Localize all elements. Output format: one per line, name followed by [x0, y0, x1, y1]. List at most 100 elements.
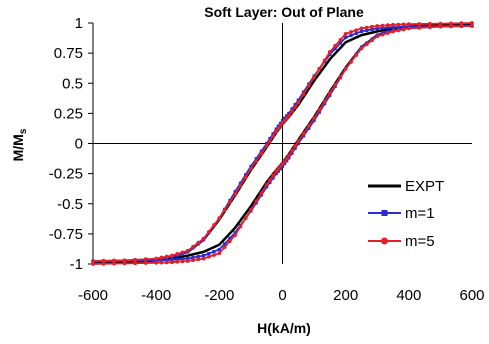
data-point	[406, 22, 411, 27]
data-point	[370, 27, 374, 32]
data-point	[296, 139, 301, 143]
data-point	[249, 207, 253, 212]
data-point	[196, 240, 201, 245]
data-point	[233, 190, 237, 194]
data-point	[244, 173, 248, 177]
x-axis-title: H(kA/m)	[257, 320, 311, 336]
data-point	[278, 121, 282, 126]
data-point	[349, 33, 353, 38]
data-point	[364, 25, 369, 30]
data-point	[243, 175, 248, 180]
x-tick-label: -400	[141, 287, 171, 304]
data-point	[180, 257, 185, 261]
data-point	[307, 126, 311, 130]
data-point	[317, 110, 321, 114]
data-point	[401, 27, 406, 32]
data-point	[375, 24, 380, 28]
data-point	[164, 260, 169, 265]
legend: EXPT m=1 m=5	[334, 172, 474, 268]
data-point	[386, 26, 390, 30]
y-tick-label: 0.75	[54, 45, 83, 62]
data-point	[285, 159, 289, 163]
data-point	[91, 259, 95, 263]
data-point	[267, 178, 272, 182]
data-point	[343, 31, 348, 36]
data-point	[185, 259, 190, 263]
data-point	[143, 257, 148, 262]
data-point	[222, 245, 227, 250]
data-point	[322, 58, 327, 63]
data-point	[191, 258, 195, 263]
data-point	[233, 233, 238, 237]
data-point	[396, 25, 400, 29]
data-point	[228, 236, 232, 240]
data-point	[391, 25, 395, 29]
data-point	[301, 92, 306, 96]
data-point	[328, 52, 332, 56]
data-point	[282, 159, 287, 164]
data-point	[459, 24, 464, 29]
data-point	[317, 107, 322, 112]
data-point	[333, 82, 338, 87]
legend-label-1: EXPT	[405, 178, 444, 195]
data-point	[170, 258, 174, 262]
data-point	[333, 47, 337, 51]
data-point	[417, 22, 422, 26]
y-tick-label: 1	[75, 15, 83, 32]
data-point	[186, 256, 190, 261]
data-point	[280, 162, 285, 166]
data-point	[280, 164, 285, 168]
data-point	[271, 134, 275, 139]
data-point	[170, 253, 174, 258]
data-point	[290, 151, 294, 155]
data-point	[212, 253, 216, 257]
data-point	[276, 126, 281, 131]
data-point	[290, 148, 294, 153]
data-point	[175, 252, 180, 256]
data-point	[265, 141, 269, 146]
data-point	[254, 159, 259, 164]
data-point	[217, 247, 221, 252]
data-point	[301, 90, 306, 94]
data-point	[338, 74, 343, 79]
data-point	[370, 38, 374, 43]
data-point	[212, 249, 216, 254]
data-point	[222, 208, 227, 213]
data-point	[268, 180, 272, 185]
series-3	[91, 21, 474, 266]
data-point	[238, 183, 243, 188]
data-point	[259, 149, 264, 153]
data-point	[296, 98, 300, 102]
data-point	[196, 257, 201, 262]
data-point	[180, 259, 185, 264]
legend-marker-2	[381, 210, 388, 216]
data-point	[112, 258, 116, 263]
data-point	[276, 169, 280, 173]
data-point	[259, 191, 264, 195]
data-point	[286, 153, 291, 158]
data-point	[359, 26, 364, 31]
y-tick-label: -0.25	[49, 166, 83, 183]
data-point	[196, 254, 200, 259]
data-point	[470, 21, 474, 25]
data-point	[159, 258, 164, 262]
data-point	[396, 22, 401, 27]
data-point	[222, 242, 227, 246]
y-tick-label: -0.5	[57, 196, 83, 213]
x-tick-label: 200	[333, 287, 358, 304]
legend-box	[334, 172, 474, 268]
data-point	[391, 29, 395, 34]
data-point	[159, 260, 164, 265]
data-point	[327, 50, 332, 54]
data-point	[259, 193, 264, 197]
y-axis-title-main: M/M	[10, 134, 26, 161]
data-point	[280, 121, 285, 125]
series-layer	[91, 21, 474, 266]
data-point	[159, 255, 164, 260]
data-point	[344, 35, 348, 40]
data-point	[175, 259, 180, 264]
data-point	[284, 156, 289, 161]
y-tick-label: -1	[70, 256, 83, 273]
data-point	[274, 127, 278, 131]
y-axis-title: M/Ms	[10, 128, 29, 161]
